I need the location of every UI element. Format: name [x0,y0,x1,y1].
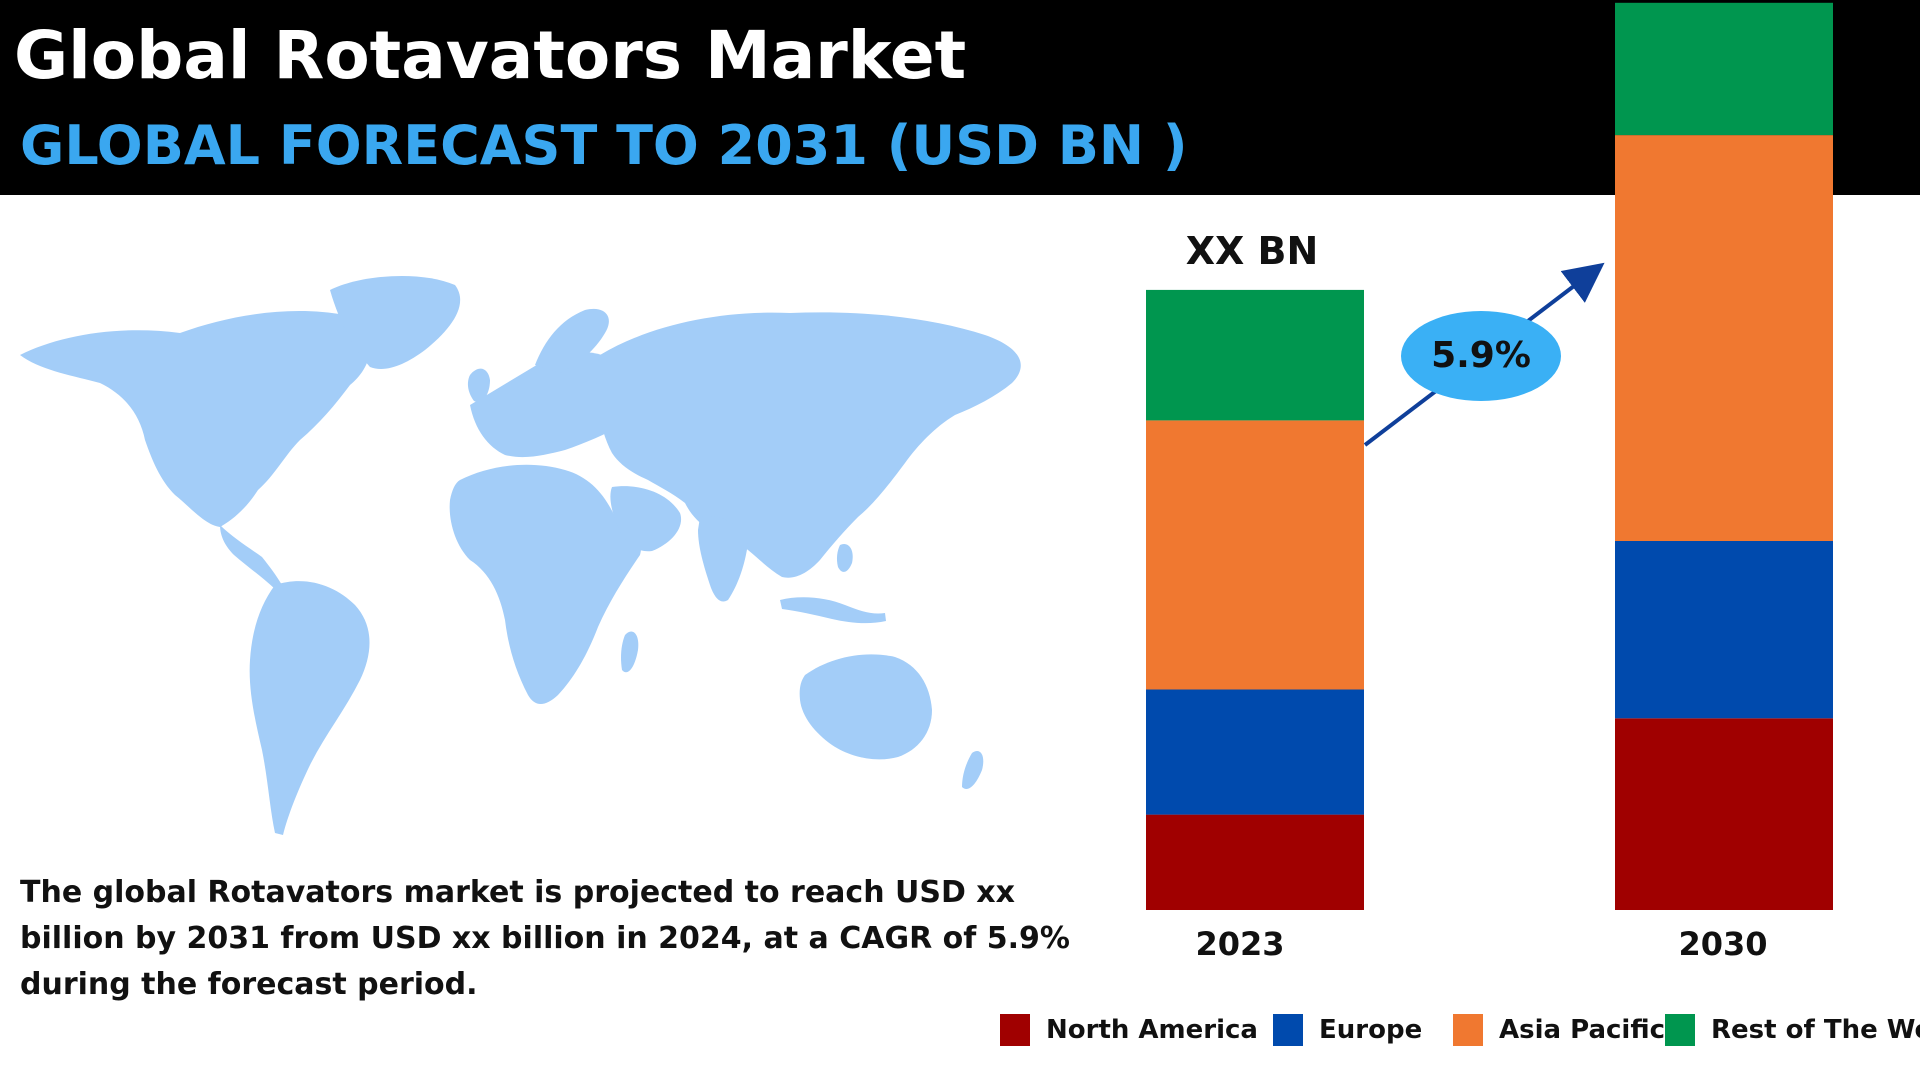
bar-segment-2023-asia-pacific [1146,420,1364,690]
central-america-shape [220,525,282,589]
legend-item: Europe [1273,1010,1422,1050]
uk-shape [467,368,490,402]
bar-segment-2030-rest-of-the-world [1615,2,1833,136]
philippines-shape [836,543,853,572]
summary-text: The global Rotavators market is projecte… [20,875,1070,1002]
greenland-shape [330,275,461,370]
legend-label: Europe [1319,1015,1423,1045]
new-zealand-shape [962,750,984,790]
legend-label: North America [1046,1015,1258,1045]
legend-label: Rest of The World [1711,1015,1920,1045]
indonesia-shape [780,597,886,624]
legend-item: Rest of The World [1665,1010,1920,1050]
legend-item: North America [1000,1010,1258,1050]
south-america-shape [249,581,370,835]
australia-shape [799,654,932,760]
bar-segment-2023-north-america [1146,814,1364,910]
legend-item: Asia Pacific [1453,1010,1665,1050]
bar-total-label: XX BN [1186,229,1319,273]
cagr-bubble [1401,311,1561,401]
japan-shape [857,423,885,479]
legend-swatch [1273,1014,1303,1046]
x-tick-label: 2030 [1678,925,1767,963]
x-tick-label: 2023 [1195,925,1284,963]
page-subtitle: GLOBAL FORECAST TO 2031 (USD BN ) [20,114,1188,177]
europe-shape [470,351,637,458]
world-map-icon [20,275,1021,835]
bar-segment-2030-asia-pacific [1615,135,1833,541]
india-shape [698,516,748,602]
header-banner: Global Rotavators Market GLOBAL FORECAST… [0,0,1920,195]
asia-shape [596,312,1021,578]
bar-segment-2030-europe [1615,541,1833,719]
labels-group: XX BN2023XX BN2030 [1186,229,1768,963]
bar-segment-2023-rest-of-the-world [1146,289,1364,421]
legend-swatch [1665,1014,1695,1046]
legend-label: Asia Pacific [1499,1015,1666,1045]
africa-shape [449,464,641,704]
legend: North America Europe Asia Pacific Rest of T… [1000,1010,1920,1050]
page-title: Global Rotavators Market [14,17,967,94]
bar-segment-2030-north-america [1615,718,1833,910]
cagr-label: 5.9% [1431,335,1531,376]
scandinavia-shape [535,308,609,373]
north-america-shape [20,311,370,527]
bar-segment-2023-europe [1146,689,1364,815]
legend-swatch [1453,1014,1483,1046]
bars-group [1146,2,1833,910]
legend-swatch [1000,1014,1030,1046]
arabia-shape [610,486,682,552]
madagascar-shape [621,631,639,673]
